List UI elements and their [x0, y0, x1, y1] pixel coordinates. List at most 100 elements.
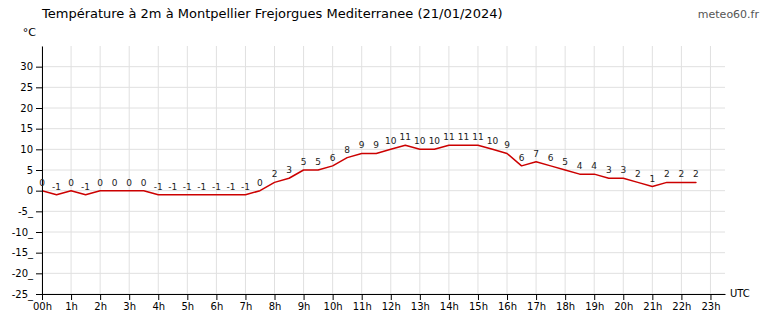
data-label: 9 [359, 140, 365, 150]
y-tick-mark [36, 67, 42, 68]
data-label: 0 [257, 178, 263, 188]
x-tick-mark [187, 294, 188, 300]
y-tick: -5_ [18, 206, 42, 218]
x-tick-mark [71, 294, 72, 300]
x-tick: 15h [469, 294, 488, 312]
data-label: 0 [126, 178, 132, 188]
x-tick-label: 7h [240, 301, 253, 312]
x-tick-mark [652, 294, 653, 300]
y-tick-mark [36, 191, 42, 192]
grid-line-y [42, 252, 725, 253]
data-label: 10 [385, 136, 397, 146]
y-tick-label: 10 [20, 144, 33, 155]
data-label: 3 [286, 165, 292, 175]
x-tick-mark [449, 294, 450, 300]
y-tick: 15 [20, 123, 42, 134]
x-axis: 00h1h2h3h4h5h6h7h8h9h10h11h12h13h14h15h1… [33, 294, 726, 312]
x-tick: 8h [269, 294, 282, 312]
x-tick: 23h [701, 294, 720, 312]
y-tick: -10_ [12, 227, 42, 239]
x-tick-label: 14h [440, 301, 459, 312]
data-label: -1 [241, 182, 250, 192]
x-tick: 16h [498, 294, 517, 312]
x-tick-mark [536, 294, 537, 300]
x-tick-mark [275, 294, 276, 300]
plot: 00h1h2h3h4h5h6h7h8h9h10h11h12h13h14h15h1… [12, 46, 750, 312]
y-tick-label: -20_ [12, 268, 34, 280]
x-tick: 5h [181, 294, 194, 312]
x-tick-label: 2h [94, 301, 107, 312]
data-label: 0 [39, 178, 45, 188]
annotation: meteo60.fr [698, 8, 760, 21]
x-tick-label: 13h [411, 301, 430, 312]
data-label: 2 [664, 169, 670, 179]
marks [42, 145, 696, 195]
x-tick: 19h [585, 294, 604, 312]
x-tick: 22h [672, 294, 691, 312]
x-tick-label: 19h [585, 301, 604, 312]
x-tick: 1h [65, 294, 78, 312]
y-axis: -25_-20_-15_-10_-5_051015202530 [12, 47, 43, 301]
x-tick-mark [565, 294, 566, 300]
y-tick-mark [36, 149, 42, 150]
grid-line-y [42, 294, 725, 295]
x-tick-label: 00h [33, 301, 52, 312]
x-tick-label: 3h [123, 301, 136, 312]
data-label: -1 [197, 182, 206, 192]
data-label: 9 [373, 140, 379, 150]
data-label: 7 [533, 149, 539, 159]
x-tick: 13h [411, 294, 430, 312]
x-tick: 10h [324, 294, 343, 312]
x-tick-label: 6h [211, 301, 224, 312]
y-tick: 30 [20, 61, 42, 72]
grid [42, 46, 725, 294]
data-label: 2 [679, 169, 685, 179]
y-tick-label: 5 [27, 165, 33, 176]
x-tick-label: 11h [353, 301, 372, 312]
grid-line-y [42, 108, 725, 109]
data-label: 10 [487, 136, 499, 146]
y-tick-mark [36, 170, 42, 171]
x-tick-mark [478, 294, 479, 300]
x-tick-label: 21h [643, 301, 662, 312]
x-tick: 11h [353, 294, 372, 312]
y-tick-label: -25_ [12, 289, 34, 301]
y-tick: 10 [20, 144, 42, 155]
y-tick-label: -5_ [18, 206, 34, 218]
y-tick-label: 25 [20, 82, 33, 93]
title: Température à 2m à Montpellier Frejorgue… [41, 6, 503, 21]
x-tick-mark [507, 294, 508, 300]
x-tick-mark [623, 294, 624, 300]
y-tick: 5 [27, 165, 42, 176]
x-tick: 3h [123, 294, 136, 312]
data-label: 6 [548, 153, 554, 163]
x-tick: 12h [382, 294, 401, 312]
x-tick-mark [391, 294, 392, 300]
grid-line-y [42, 87, 725, 88]
data-label: -1 [183, 182, 192, 192]
x-tick: 17h [527, 294, 546, 312]
data-label: -1 [81, 182, 90, 192]
y-tick-mark [36, 87, 42, 88]
y-tick-label: -15_ [12, 247, 34, 259]
grid-line-y [42, 232, 725, 233]
data-label: 10 [429, 136, 441, 146]
x-tick: 20h [614, 294, 633, 312]
data-label: -1 [226, 182, 235, 192]
x-tick: 7h [240, 294, 253, 312]
x-tick-label: 10h [324, 301, 343, 312]
y-axis-line [42, 47, 43, 295]
x-axis-label: UTC [730, 288, 750, 299]
data-label: 4 [591, 161, 597, 171]
x-tick-mark [362, 294, 363, 300]
data-label: 1 [649, 174, 655, 184]
x-tick-label: 16h [498, 301, 517, 312]
y-tick: 25 [20, 82, 42, 93]
y-tick-mark [36, 232, 42, 233]
x-axis-line [43, 294, 726, 295]
data-label: 2 [693, 169, 699, 179]
x-tick-mark [710, 294, 711, 300]
x-tick-label: 23h [701, 301, 720, 312]
x-tick-label: 1h [65, 301, 78, 312]
data-label: 11 [400, 132, 411, 142]
